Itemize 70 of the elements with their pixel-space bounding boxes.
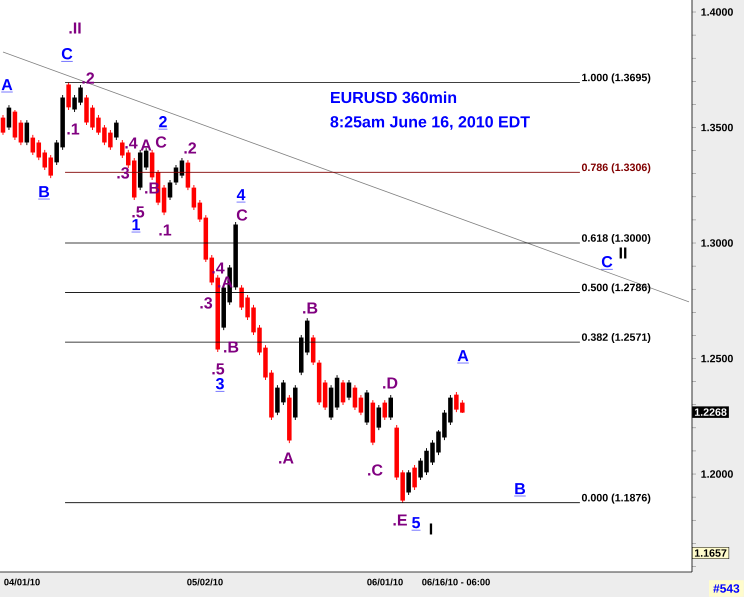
annotation: 2 [159, 116, 167, 128]
ref-line-label: 0.618 (1.3000) [582, 234, 650, 244]
y-tick-label: 1.3500 [701, 124, 733, 132]
ref-line-label: 1.000 (1.3695) [582, 73, 650, 84]
ref-line-label: 0.382 (1.2571) [582, 333, 650, 344]
candlestick [186, 160, 190, 191]
candlestick [287, 394, 292, 444]
annotation: .II [69, 22, 81, 34]
candlestick [364, 389, 370, 426]
annotation: A [140, 139, 152, 150]
ref-line-label: 0.000 (1.1876) [582, 494, 650, 504]
annotation: B [515, 483, 526, 494]
candlestick [388, 394, 393, 420]
annotation: .B [303, 302, 318, 314]
text: 1.1657 [694, 549, 726, 557]
annotation: 3 [216, 378, 224, 390]
annotation: .5 [132, 206, 144, 218]
annotation: .D [383, 378, 398, 389]
annotation: A [458, 350, 468, 362]
ref-line-label: 0.786 (1.3306) [582, 163, 650, 174]
annotation: B [39, 186, 50, 198]
annotation: .4 [125, 138, 138, 148]
y-tick-label: 1.4000 [701, 8, 733, 16]
annotation: 1.2268 [694, 408, 727, 416]
text: 05/02/10 [187, 578, 223, 586]
annotation: .3 [200, 297, 212, 309]
annotation: .C [368, 464, 383, 476]
candlestick [340, 380, 346, 406]
annotation: .2 [184, 142, 196, 154]
candlestick [310, 334, 316, 366]
annotation: .5 [212, 363, 224, 375]
annotation: .A [279, 452, 294, 464]
annotation: II [620, 247, 626, 258]
candlestick [382, 400, 388, 420]
annotation: C [62, 48, 72, 60]
annotation: .E [394, 514, 407, 526]
annotation: .1 [159, 224, 172, 236]
text: 8:25am June 16, 2010 EDT [330, 116, 530, 130]
annotation: C [602, 256, 612, 268]
y-tick-label: 1.3000 [701, 239, 733, 247]
annotation: C [156, 136, 166, 148]
ref-line-label: 0.500 (1.2786) [582, 283, 650, 294]
candlestick [6, 104, 12, 131]
y-tick-label: 1.2500 [701, 354, 733, 362]
text: 04/01/10 [4, 578, 40, 586]
annotation: A [2, 79, 12, 90]
candlestick [0, 114, 6, 136]
candlestick [376, 404, 382, 431]
candlestick [370, 400, 376, 446]
text: 06/01/10 [367, 578, 403, 586]
candlestick [24, 120, 30, 146]
annotation: I [430, 523, 432, 534]
candlestick [346, 380, 352, 401]
annotation: 5 [412, 517, 420, 528]
annotation: .2 [82, 72, 94, 84]
text: 06/16/10 - 06:00 [422, 578, 490, 586]
candlestick [114, 120, 119, 140]
annotation: .1 [67, 123, 80, 134]
candlestick [412, 464, 417, 490]
candlestick [168, 179, 172, 201]
annotation: 1 [132, 219, 140, 230]
candlestick [66, 82, 71, 110]
annotation: 4 [236, 189, 246, 200]
candlestick [406, 470, 411, 496]
annotation: .B [224, 341, 238, 352]
text: #543 [713, 584, 740, 593]
text: EURUSD 360min [331, 91, 456, 104]
annotation: C [236, 209, 248, 221]
y-tick-label: 1.2000 [701, 470, 733, 478]
candlestick [293, 384, 298, 420]
